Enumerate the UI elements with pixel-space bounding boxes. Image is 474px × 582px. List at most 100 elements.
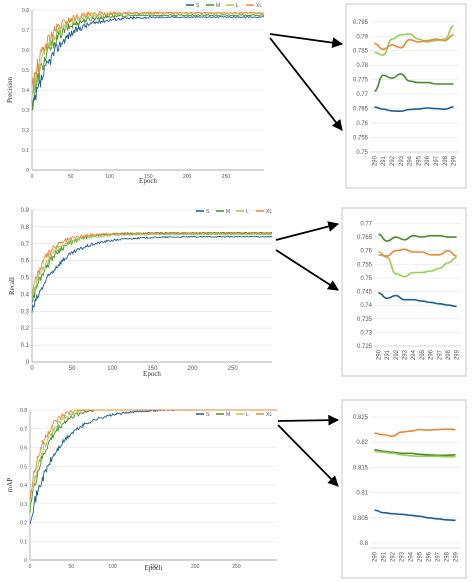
y-tick-label: 0.82 [356, 440, 368, 446]
zoom-series-line-xl [374, 34, 454, 51]
zoom-series-line-s [374, 509, 456, 522]
legend-label: M [226, 209, 230, 215]
legend-label: XL [266, 412, 272, 418]
series-line-m [31, 13, 265, 110]
x-tick-label: 291 [381, 155, 387, 166]
y-tick-label: 0.4 [20, 483, 27, 489]
x-tick-label: 299 [452, 155, 458, 166]
x-tick-label: 290 [376, 349, 382, 360]
series-line-l [31, 11, 265, 96]
y-tick-label: 0.78 [356, 63, 368, 69]
y-axis-title: mAP [6, 478, 14, 493]
x-tick-label: 298 [443, 155, 449, 166]
zoom-arrow [269, 37, 343, 131]
series-line-m [29, 409, 277, 513]
zoom-arrow [277, 424, 339, 487]
x-tick-label: 295 [416, 155, 422, 166]
y-axis-title: Precision [6, 76, 14, 103]
y-tick-label: 0.8 [22, 8, 29, 14]
y-tick-label: 0.6 [21, 259, 30, 265]
x-tick-label: 296 [427, 551, 433, 562]
x-tick-label: 0 [31, 174, 34, 180]
y-axis-title: Recall [8, 277, 16, 295]
x-tick-label: 295 [420, 349, 426, 360]
legend-label: XL [266, 209, 272, 215]
zoom-arrow [277, 414, 340, 426]
y-tick-label: 0.5 [22, 68, 29, 74]
x-axis-title: Epoch [143, 370, 161, 378]
y-tick-label: 0.1 [21, 343, 30, 349]
y-tick-label: 0.745 [357, 290, 373, 296]
y-tick-label: 0.7 [21, 242, 30, 248]
zoom-series-line-xl [374, 428, 456, 438]
y-tick-label: 0.1 [22, 148, 29, 154]
y-tick-label: 0.805 [353, 516, 369, 522]
y-tick-label: 0.7 [20, 427, 27, 433]
x-tick-label: 150 [150, 564, 159, 570]
x-tick-label: 292 [390, 155, 396, 166]
y-tick-label: 0.81 [356, 491, 368, 497]
x-tick-label: 296 [429, 349, 435, 360]
x-tick-label: 200 [183, 174, 192, 180]
x-tick-label: 150 [144, 174, 153, 180]
y-tick-label: 0.8 [20, 408, 27, 414]
series-line-xl [31, 10, 265, 93]
x-tick-label: 291 [385, 349, 391, 360]
y-tick-label: 0.775 [353, 78, 369, 84]
y-tick-label: 0.2 [20, 521, 27, 527]
y-tick-label: 0.7 [22, 28, 29, 34]
y-tick-label: 0.755 [357, 262, 373, 268]
y-tick-label: 0.6 [22, 48, 29, 54]
x-tick-label: 292 [391, 551, 397, 562]
y-tick-label: 0.75 [360, 276, 372, 282]
y-tick-label: 0.73 [360, 330, 372, 336]
x-tick-label: 295 [418, 551, 424, 562]
y-tick-label: 0.725 [357, 344, 373, 350]
y-tick-label: 0.825 [353, 415, 369, 421]
y-tick-label: 0.8 [360, 541, 369, 547]
x-tick-label: 292 [394, 349, 400, 360]
x-tick-label: 294 [409, 551, 415, 562]
y-tick-label: 0.4 [21, 292, 30, 298]
x-tick-label: 297 [437, 349, 443, 360]
y-tick-label: 0.4 [22, 88, 29, 94]
x-tick-label: 100 [107, 366, 118, 372]
y-tick-label: 0.5 [21, 276, 30, 282]
x-tick-label: 0 [30, 366, 34, 372]
series-line-l [31, 233, 273, 299]
x-tick-label: 250 [232, 564, 241, 570]
series-line-m [31, 231, 272, 303]
y-tick-label: 0.765 [353, 107, 369, 113]
x-tick-label: 50 [68, 174, 74, 180]
zoom-arrow [275, 221, 340, 241]
y-tick-label: 0.2 [22, 128, 29, 134]
series-line-xl [29, 409, 277, 500]
zoom-series-line-xl [378, 248, 457, 257]
x-tick-label: 298 [445, 551, 451, 562]
x-axis-title: Epoch [145, 564, 163, 572]
x-tick-label: 250 [222, 174, 231, 180]
x-tick-label: 100 [105, 174, 114, 180]
x-tick-label: 293 [400, 551, 406, 562]
y-tick-label: 0.735 [357, 317, 373, 323]
zoom-series-line-l [378, 251, 457, 278]
x-tick-label: 294 [408, 155, 414, 166]
x-tick-label: 291 [382, 551, 388, 562]
y-tick-label: 0.815 [353, 465, 369, 471]
legend-label: L [246, 412, 249, 418]
series-line-s [31, 235, 273, 313]
x-axis-title: Epoch [139, 177, 157, 185]
zoom-series-line-m [374, 73, 454, 92]
x-tick-label: 293 [399, 155, 405, 166]
x-tick-label: 0 [29, 564, 32, 570]
legend-label: S [196, 3, 200, 9]
zoom-arrow [269, 33, 344, 49]
y-tick-label: 0 [24, 558, 27, 564]
zoom-series-line-l [374, 450, 456, 458]
x-tick-label: 150 [147, 366, 158, 372]
y-tick-label: 0.76 [356, 121, 368, 127]
x-tick-label: 290 [372, 155, 378, 166]
y-tick-label: 0.3 [20, 502, 27, 508]
legend-label: M [216, 3, 220, 9]
